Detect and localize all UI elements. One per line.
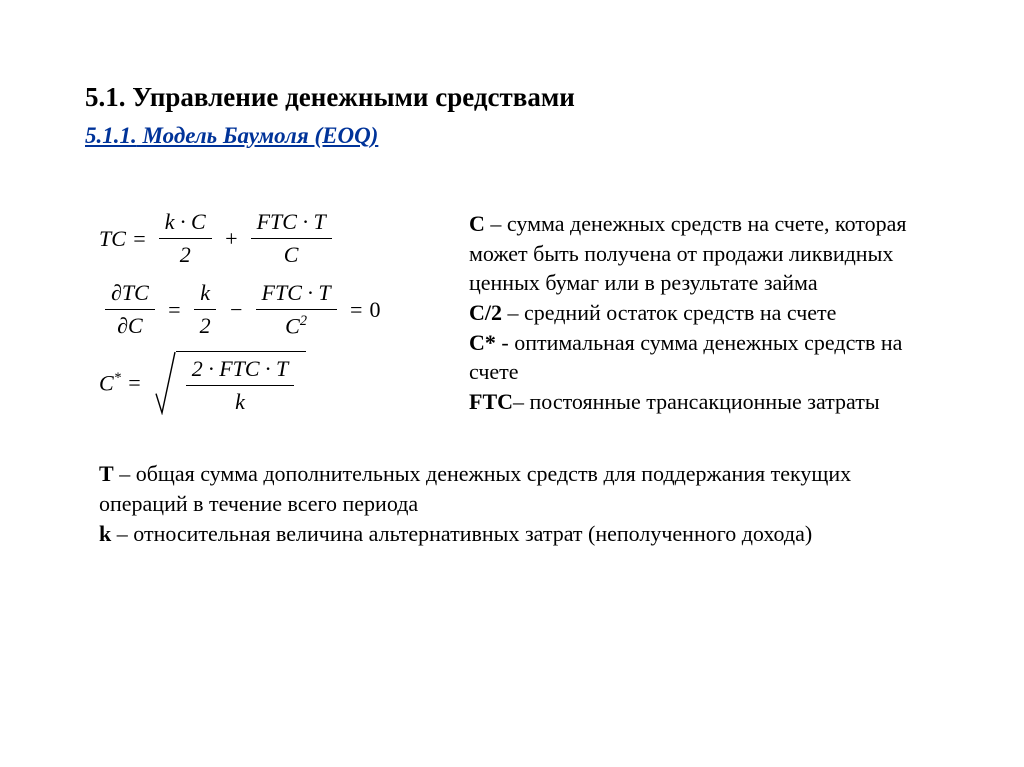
definitions-bottom: T – общая сумма дополнительных денежных … — [85, 459, 939, 548]
tc-plus: + — [224, 226, 239, 252]
def-c-term: С — [469, 211, 485, 236]
dtc-frac2-num: FTC · T — [256, 280, 337, 310]
dtc-lhs: ∂∂TCTC ∂C — [105, 280, 155, 339]
def-t-term: T — [99, 461, 114, 486]
def-k-term: k — [99, 521, 111, 546]
def-c-text: – сумма денежных средств на счете, котор… — [469, 211, 907, 295]
formula-cstar: C* = 2 · FTC · T k — [99, 351, 439, 415]
tc-frac2: FTC · T C — [251, 209, 332, 268]
dtc-lhs-num: ∂∂TCTC — [105, 280, 155, 310]
dtc-eq1: = — [167, 297, 182, 323]
def-t-text: – общая сумма дополнительных денежных ср… — [99, 461, 851, 516]
cstar-frac-den: k — [229, 386, 251, 415]
def-c: С – сумма денежных средств на счете, кот… — [469, 209, 939, 298]
tc-eq: = — [132, 226, 147, 252]
radical-icon — [154, 351, 176, 415]
dtc-frac1: k 2 — [194, 280, 217, 339]
def-c2-text: – средний остаток средств на счете — [502, 300, 836, 325]
def-cstar-text: - оптимальная сумма денежных средств на … — [469, 330, 902, 385]
section-number: 5.1. — [85, 82, 126, 112]
def-c2-term: С/2 — [469, 300, 502, 325]
subsection-title: 5.1.1. Модель Баумоля (EOQ) — [85, 123, 939, 149]
def-k: k – относительная величина альтернативны… — [99, 519, 939, 549]
def-cstar: С* - оптимальная сумма денежных средств … — [469, 328, 939, 387]
dtc-frac1-num: k — [194, 280, 216, 310]
cstar-eq: = — [127, 370, 142, 396]
cstar-sqrt: 2 · FTC · T k — [154, 351, 307, 415]
definitions-right: С – сумма денежных средств на счете, кот… — [469, 209, 939, 417]
section-title-text: Управление денежными средствами — [132, 82, 575, 112]
formula-dtc: ∂∂TCTC ∂C = k 2 − FTC · T C2 = 0 — [99, 280, 439, 339]
formula-column: TC = k · C 2 + FTC · T C ∂∂TCTC ∂C = — [85, 209, 439, 427]
section-title: 5.1. Управление денежными средствами — [85, 82, 939, 113]
dtc-minus: − — [229, 297, 244, 323]
subsection-title-text: Модель Баумоля (EOQ) — [143, 123, 379, 148]
tc-frac2-num: FTC · T — [251, 209, 332, 239]
def-ftc-term: FTC — [469, 389, 513, 414]
def-t: T – общая сумма дополнительных денежных … — [99, 459, 939, 518]
dtc-eq2: = — [349, 297, 364, 323]
def-ftc: FTC– постоянные трансакционные затраты — [469, 387, 939, 417]
cstar-frac: 2 · FTC · T k — [186, 356, 295, 415]
content-two-columns: TC = k · C 2 + FTC · T C ∂∂TCTC ∂C = — [85, 209, 939, 427]
dtc-lhs-den: ∂C — [111, 310, 149, 339]
dtc-rhs: 0 — [369, 297, 380, 323]
cstar-frac-num: 2 · FTC · T — [186, 356, 295, 386]
tc-frac1-den: 2 — [174, 239, 197, 268]
tc-lhs: TC — [99, 226, 126, 252]
tc-frac1: k · C 2 — [159, 209, 212, 268]
dtc-frac1-den: 2 — [194, 310, 217, 339]
def-k-text: – относительная величина альтернативных … — [111, 521, 812, 546]
def-c2: С/2 – средний остаток средств на счете — [469, 298, 939, 328]
tc-frac1-num: k · C — [159, 209, 212, 239]
document-page: 5.1. Управление денежными средствами 5.1… — [0, 0, 1024, 548]
subsection-number: 5.1.1. — [85, 123, 137, 148]
tc-frac2-den: C — [278, 239, 305, 268]
def-ftc-text: – постоянные трансакционные затраты — [513, 389, 880, 414]
cstar-radicand: 2 · FTC · T k — [176, 351, 307, 415]
def-cstar-term: С* — [469, 330, 496, 355]
dtc-frac2: FTC · T C2 — [256, 280, 337, 339]
cstar-lhs: C* — [99, 370, 121, 396]
dtc-frac2-den: C2 — [279, 310, 313, 339]
formula-tc: TC = k · C 2 + FTC · T C — [99, 209, 439, 268]
